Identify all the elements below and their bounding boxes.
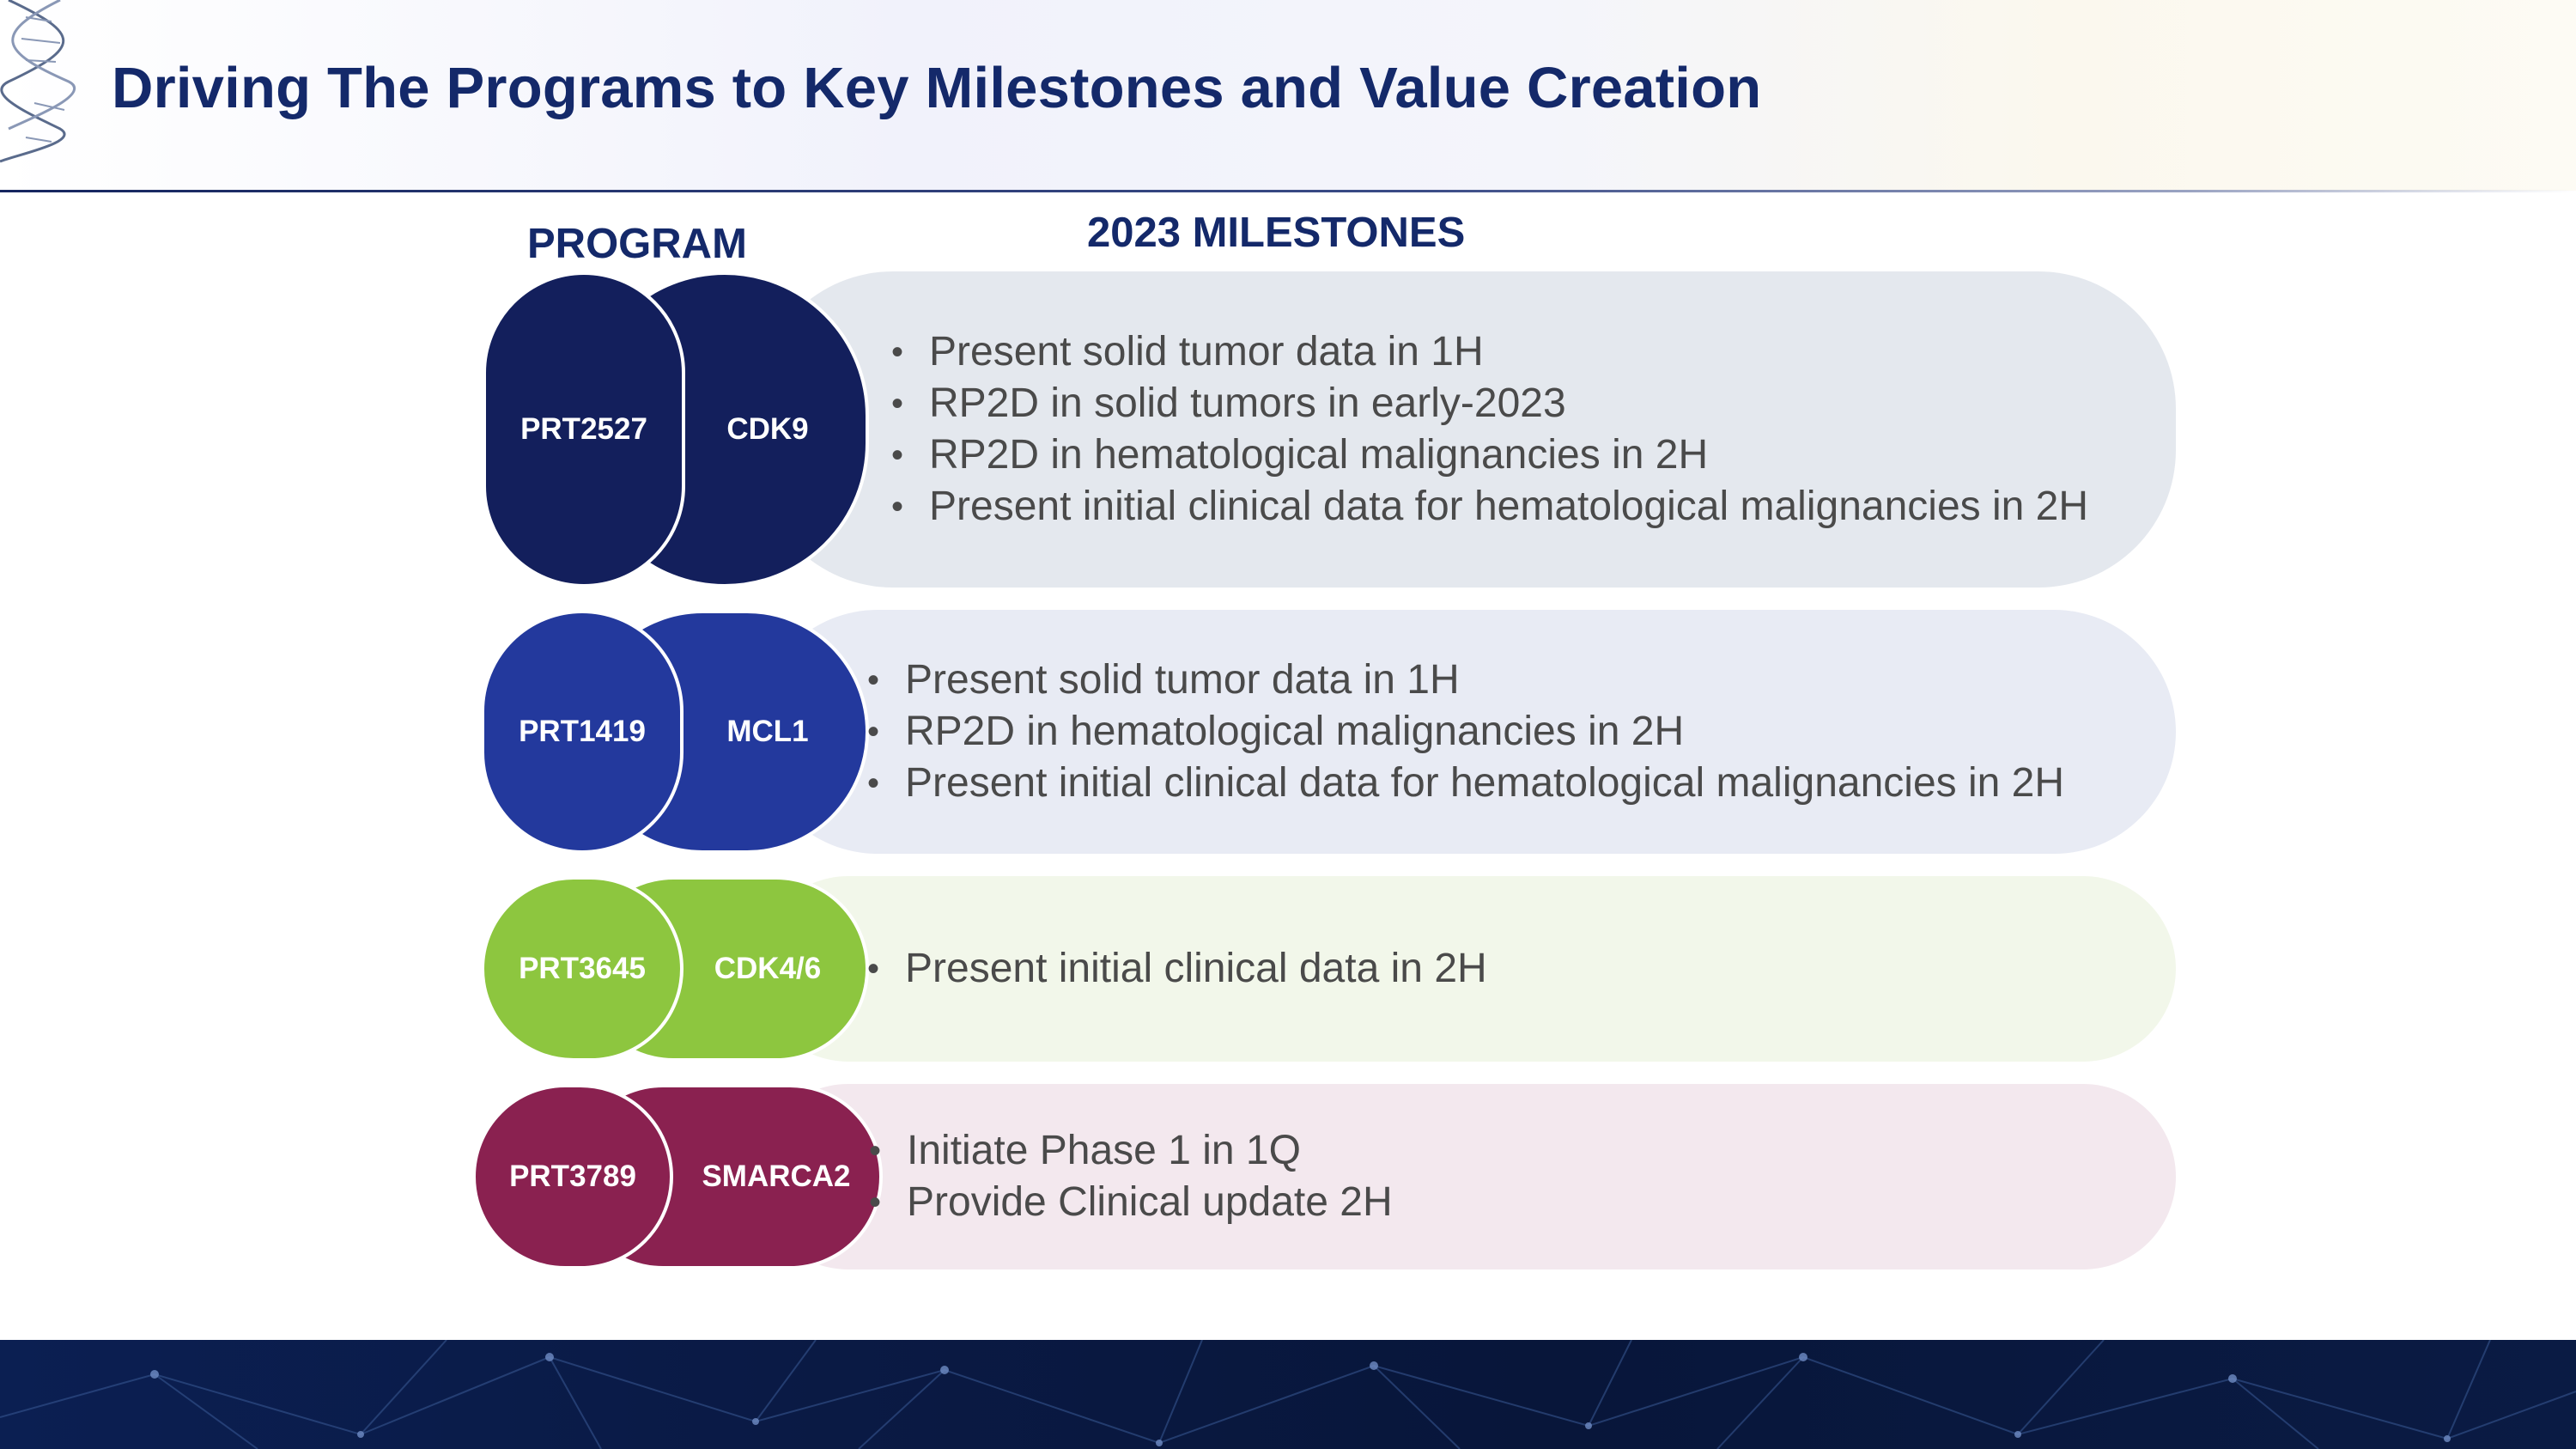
target-label: CDK4/6 xyxy=(714,952,822,985)
program-pill: PRT2527 xyxy=(483,271,685,588)
program-label: PRT3789 xyxy=(509,1160,636,1193)
program-row-prt1419: MCL1 PRT1419 Present solid tumor data in… xyxy=(472,610,2190,854)
milestone-list: Present solid tumor data in 1H RP2D in h… xyxy=(867,654,2064,809)
header-divider xyxy=(0,190,2576,192)
milestone-item: Provide Clinical update 2H xyxy=(869,1177,1393,1228)
milestone-item: RP2D in solid tumors in early-2023 xyxy=(891,378,2088,429)
column-header-program: PROGRAM xyxy=(527,221,747,267)
program-row-prt3789: SMARCA2 PRT3789 Initiate Phase 1 in 1Q P… xyxy=(472,1084,2190,1269)
milestone-item: Present initial clinical data in 2H xyxy=(867,943,1487,995)
program-label: PRT1419 xyxy=(519,715,646,748)
program-row-prt2527: CDK9 PRT2527 Present solid tumor data in… xyxy=(472,271,2190,588)
column-header-milestones: 2023 MILESTONES xyxy=(1087,210,1466,256)
program-pill: PRT3645 xyxy=(481,876,683,1062)
footer-network-banner xyxy=(0,1340,2576,1449)
milestone-item: Initiate Phase 1 in 1Q xyxy=(869,1125,1393,1177)
program-row-prt3645: CDK4/6 PRT3645 Present initial clinical … xyxy=(472,876,2190,1062)
program-label: PRT3645 xyxy=(519,952,646,985)
milestone-item: Present initial clinical data for hemato… xyxy=(867,758,2064,809)
program-pill: PRT1419 xyxy=(481,610,683,854)
target-label: SMARCA2 xyxy=(702,1160,851,1193)
dna-helix-icon xyxy=(0,0,76,163)
network-pattern xyxy=(0,1340,2576,1449)
milestone-item: RP2D in hematological malignancies in 2H xyxy=(867,706,2064,758)
milestone-item: Present solid tumor data in 1H xyxy=(867,654,2064,706)
milestone-item: Present solid tumor data in 1H xyxy=(891,326,2088,378)
target-label: MCL1 xyxy=(726,715,809,748)
program-pill: PRT3789 xyxy=(472,1084,673,1269)
milestone-item: RP2D in hematological malignancies in 2H xyxy=(891,429,2088,481)
milestone-list: Present solid tumor data in 1H RP2D in s… xyxy=(891,326,2088,533)
milestone-list: Present initial clinical data in 2H xyxy=(867,943,1487,995)
milestone-item: Present initial clinical data for hemato… xyxy=(891,481,2088,533)
slide-title: Driving The Programs to Key Milestones a… xyxy=(112,56,1762,120)
program-label: PRT2527 xyxy=(520,412,647,446)
milestone-list: Initiate Phase 1 in 1Q Provide Clinical … xyxy=(869,1125,1393,1228)
header-background xyxy=(0,0,2576,191)
target-label: CDK9 xyxy=(726,412,809,446)
